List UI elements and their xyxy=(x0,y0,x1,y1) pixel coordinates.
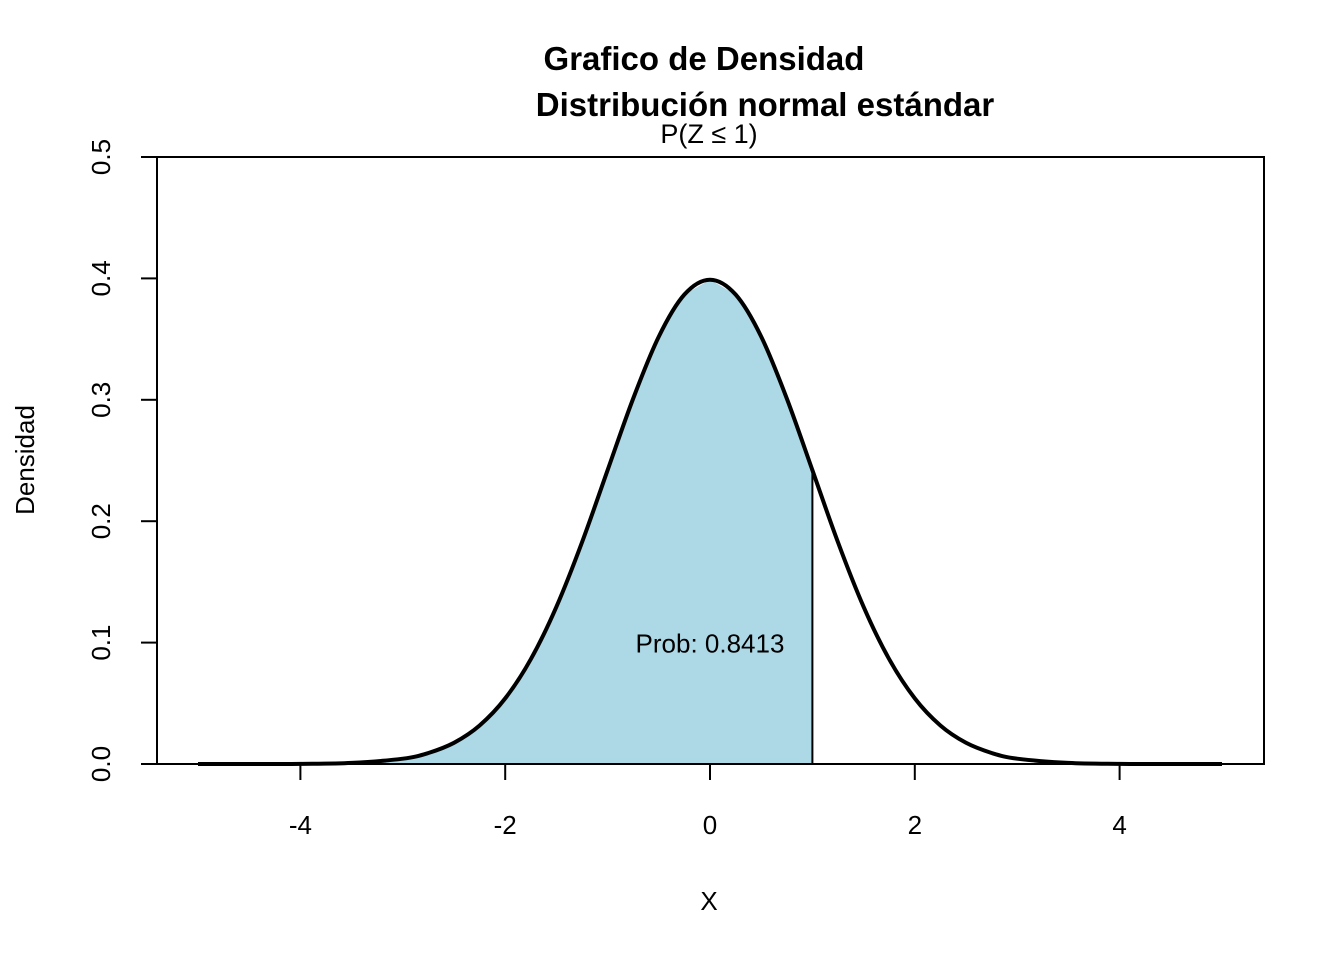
y-tick-label: 0.1 xyxy=(86,625,116,661)
x-axis: -4 -2 0 2 4 xyxy=(289,763,1127,840)
x-tick-label: -2 xyxy=(494,810,517,840)
x-tick-label: -4 xyxy=(289,810,312,840)
y-tick-label: 0.0 xyxy=(86,746,116,782)
shaded-probability-area xyxy=(198,279,813,764)
y-axis-label: Densidad xyxy=(10,405,40,515)
chart-title-line1: Grafico de Densidad xyxy=(544,40,865,77)
y-tick-label: 0.5 xyxy=(86,139,116,175)
y-axis: 0.0 0.1 0.2 0.3 0.4 0.5 xyxy=(86,139,158,782)
x-tick-label: 2 xyxy=(908,810,922,840)
x-axis-label: X xyxy=(700,886,717,916)
x-tick-label: 0 xyxy=(703,810,717,840)
density-curve xyxy=(198,277,1222,767)
probability-annotation: Prob: 0.8413 xyxy=(636,629,785,659)
x-tick-label: 4 xyxy=(1112,810,1126,840)
chart-title-line2: Distribución normal estándar xyxy=(536,86,995,123)
plot-area: Prob: 0.8413 xyxy=(198,277,1222,767)
y-tick-label: 0.4 xyxy=(86,260,116,296)
chart-subtitle: P(Z ≤ 1) xyxy=(660,119,757,149)
y-tick-label: 0.3 xyxy=(86,382,116,418)
y-tick-label: 0.2 xyxy=(86,503,116,539)
